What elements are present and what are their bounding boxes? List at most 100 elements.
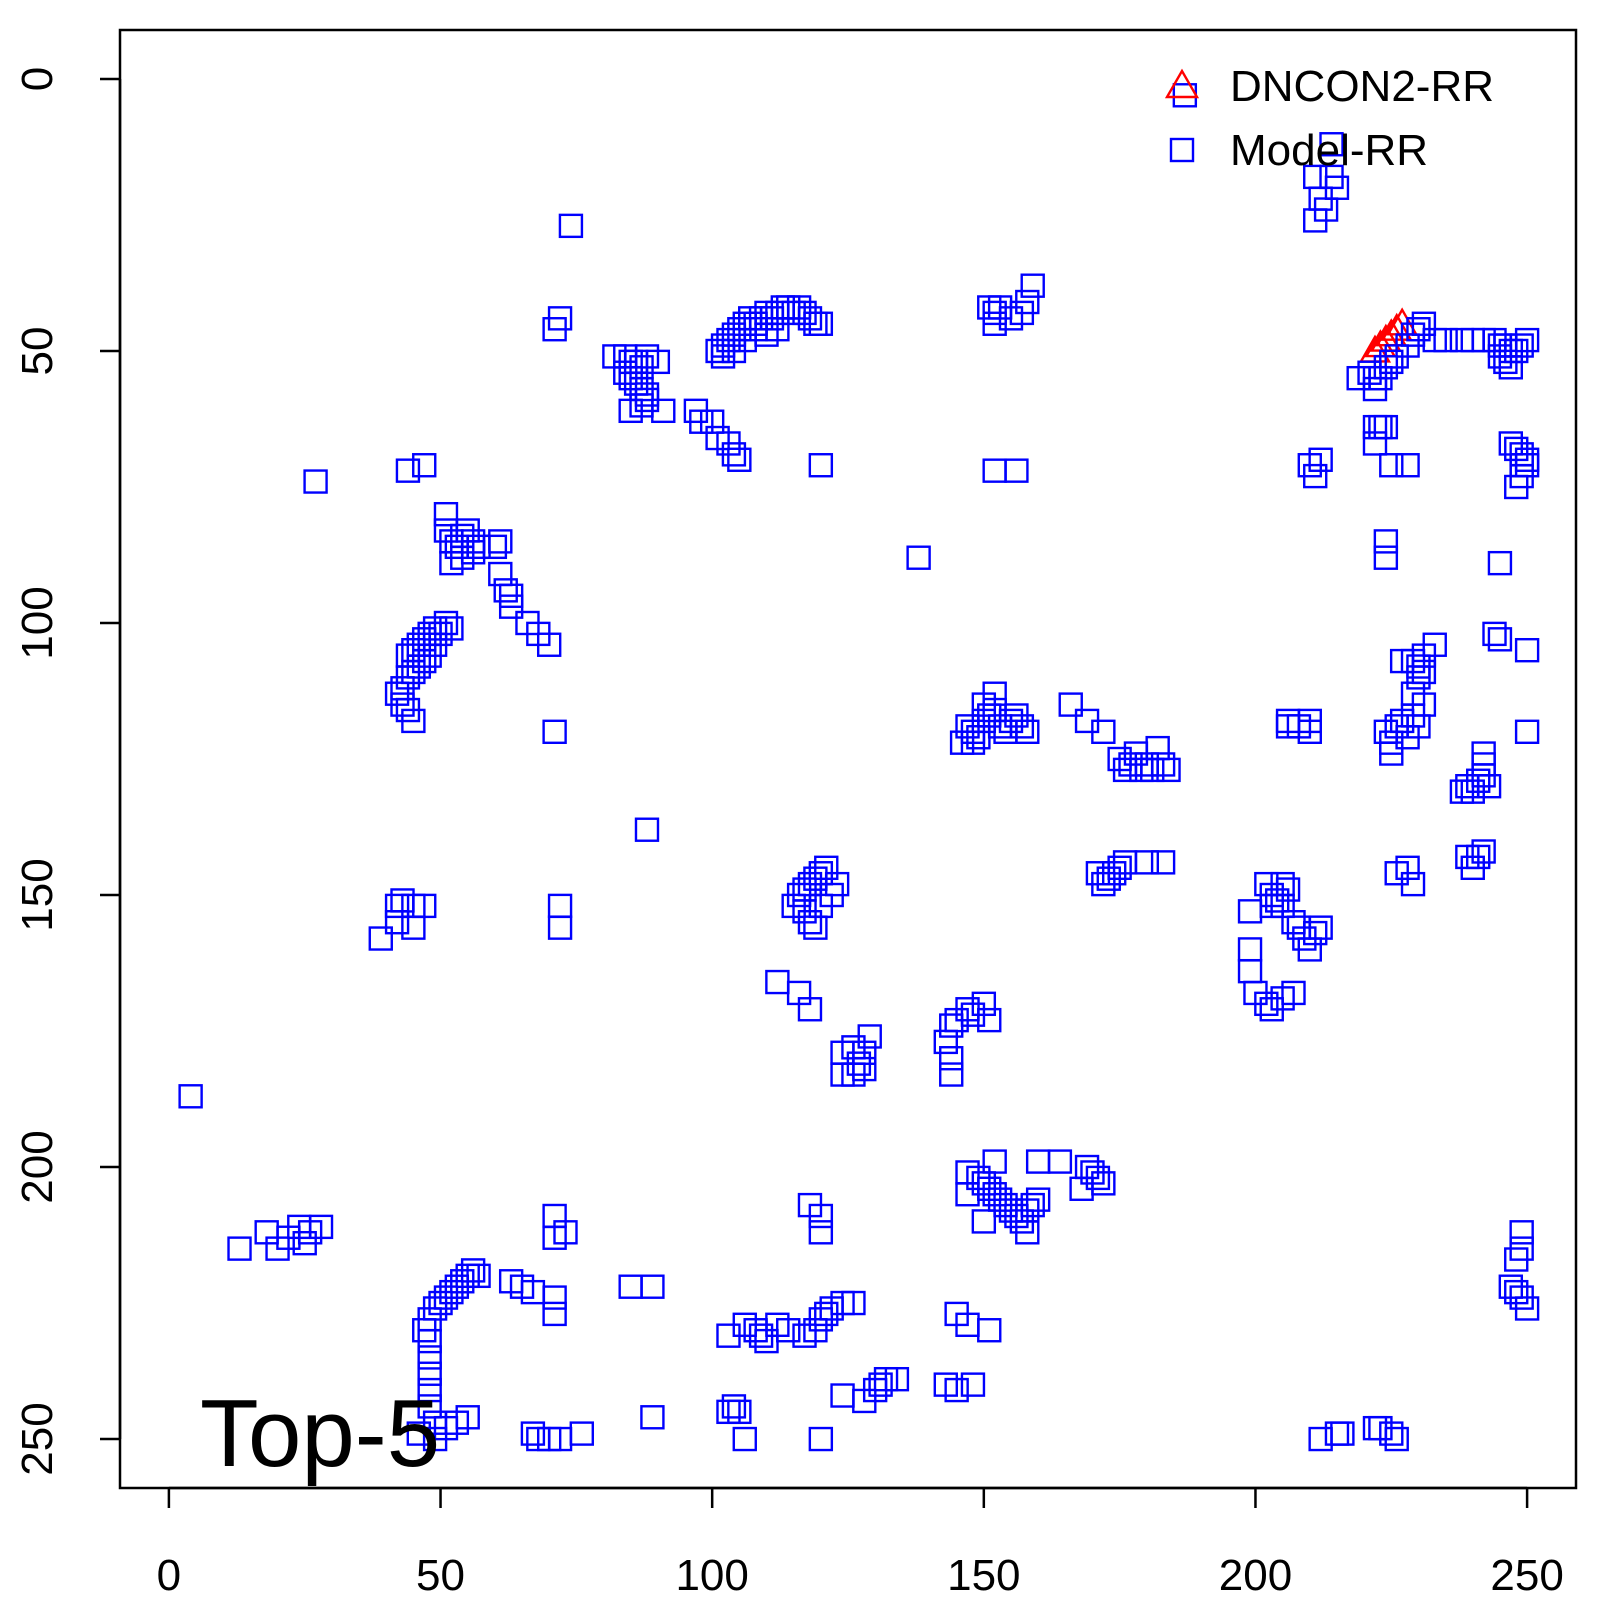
model-rr-point <box>178 1084 203 1109</box>
axes: 0 50 100 150 200 250 0 50 100 150 200 250 <box>13 28 1578 1600</box>
model-rr-point <box>308 1214 334 1240</box>
model-rr-point <box>406 1421 432 1446</box>
model-rr-point <box>640 1405 665 1430</box>
x-tick-label: 100 <box>675 1551 748 1600</box>
model-rr-point <box>542 1225 567 1250</box>
model-rr-point <box>520 1421 546 1446</box>
model-rr-point <box>417 1361 442 1386</box>
model-rr-point <box>520 1279 546 1305</box>
model-rr-point <box>395 458 421 483</box>
model-rr-point <box>841 1290 866 1316</box>
model-rr-point <box>401 915 426 940</box>
model-rr-point <box>1471 839 1496 864</box>
model-rr-point <box>1373 529 1399 554</box>
model-rr-point <box>498 583 524 608</box>
model-rr-point <box>422 616 448 641</box>
y-tick-label: 100 <box>13 586 62 659</box>
model-rr-point <box>455 1405 480 1430</box>
model-rr-point <box>1303 920 1328 946</box>
model-rr-point <box>1373 414 1399 440</box>
model-rr-point <box>955 1182 980 1207</box>
y-tick-label: 50 <box>13 327 62 376</box>
model-rr-point <box>824 871 850 897</box>
model-rr-point <box>797 997 823 1022</box>
model-rr-point <box>542 719 567 744</box>
model-rr-point <box>417 1394 442 1419</box>
model-rr-point <box>977 1318 1002 1343</box>
model-rr-point <box>640 1274 665 1299</box>
model-rr-point <box>1362 376 1388 402</box>
y-tick-label: 200 <box>13 1130 62 1203</box>
model-rr-point <box>1303 208 1328 233</box>
model-rr-point <box>460 1258 486 1283</box>
model-rr-point <box>1107 855 1132 881</box>
model-rr-point <box>721 1394 747 1419</box>
x-tick-label: 250 <box>1490 1551 1563 1600</box>
model-rr-point <box>1009 714 1035 739</box>
model-rr-point <box>1379 349 1404 375</box>
model-rr-point <box>1433 327 1458 353</box>
model-rr-point <box>732 1426 757 1452</box>
model-rr-point <box>1004 458 1029 483</box>
legend-triangle-symbol <box>1164 68 1200 99</box>
model-rr-point <box>417 1377 442 1403</box>
model-rr-point <box>939 1062 964 1087</box>
model-rr-point <box>808 1203 834 1229</box>
model-rr-point <box>1411 659 1437 685</box>
x-tick-label: 150 <box>947 1551 1020 1600</box>
model-rr-point <box>1514 327 1540 353</box>
model-rr-point <box>1422 632 1447 657</box>
model-rr-point <box>933 1029 958 1055</box>
model-rr-point <box>727 1399 752 1425</box>
model-rr-point <box>1319 132 1344 157</box>
y-tick-label: 150 <box>13 858 62 931</box>
model-rr-point <box>1015 1220 1040 1245</box>
model-rr-point <box>645 349 671 375</box>
model-rr-point <box>699 409 725 434</box>
model-rr-point <box>1308 915 1333 940</box>
model-rr-point <box>1487 627 1513 652</box>
model-rr-point <box>433 501 459 527</box>
model-rr-point <box>808 311 834 336</box>
model-rr-point <box>977 1007 1002 1033</box>
model-rr-point <box>368 926 393 951</box>
model-rr-point <box>1297 719 1322 744</box>
model-rr-point <box>1373 545 1399 570</box>
model-rr-point <box>417 1345 442 1370</box>
model-rr-point <box>1466 844 1491 870</box>
legend-square-symbol <box>1169 137 1195 163</box>
model-rr-point <box>422 1426 448 1452</box>
series-model-rr <box>178 83 1540 1452</box>
y-tick-label: 250 <box>13 1402 62 1475</box>
model-rr-point <box>727 447 752 472</box>
model-rr-point <box>1514 453 1540 478</box>
model-rr-point <box>1514 637 1540 663</box>
model-rr-point <box>558 213 584 239</box>
model-rr-point <box>960 730 986 755</box>
model-rr-point <box>384 893 410 919</box>
model-rr-point <box>1091 719 1116 744</box>
model-rr-point <box>1379 453 1404 478</box>
legend-label: DNCON2-RR <box>1230 62 1494 111</box>
model-rr-point <box>1047 1149 1073 1174</box>
model-rr-point <box>542 1301 567 1327</box>
model-rr-point <box>884 1366 910 1392</box>
model-rr-point <box>384 910 410 935</box>
model-rr-point <box>1487 550 1513 576</box>
model-rr-point <box>536 632 562 657</box>
model-rr-point <box>1514 1296 1540 1321</box>
model-rr-point <box>716 1323 741 1348</box>
model-rr-point <box>982 681 1007 706</box>
model-rr-point <box>971 991 997 1017</box>
model-rr-point <box>227 1236 252 1261</box>
model-rr-point <box>466 1263 491 1289</box>
model-rr-point <box>1069 1176 1094 1201</box>
model-rr-point <box>1395 453 1420 478</box>
model-rr-point <box>982 1149 1007 1174</box>
model-rr-point <box>960 1372 986 1397</box>
model-rr-point <box>569 1421 594 1446</box>
model-rr-point <box>651 398 676 424</box>
model-rr-point <box>971 1209 997 1234</box>
